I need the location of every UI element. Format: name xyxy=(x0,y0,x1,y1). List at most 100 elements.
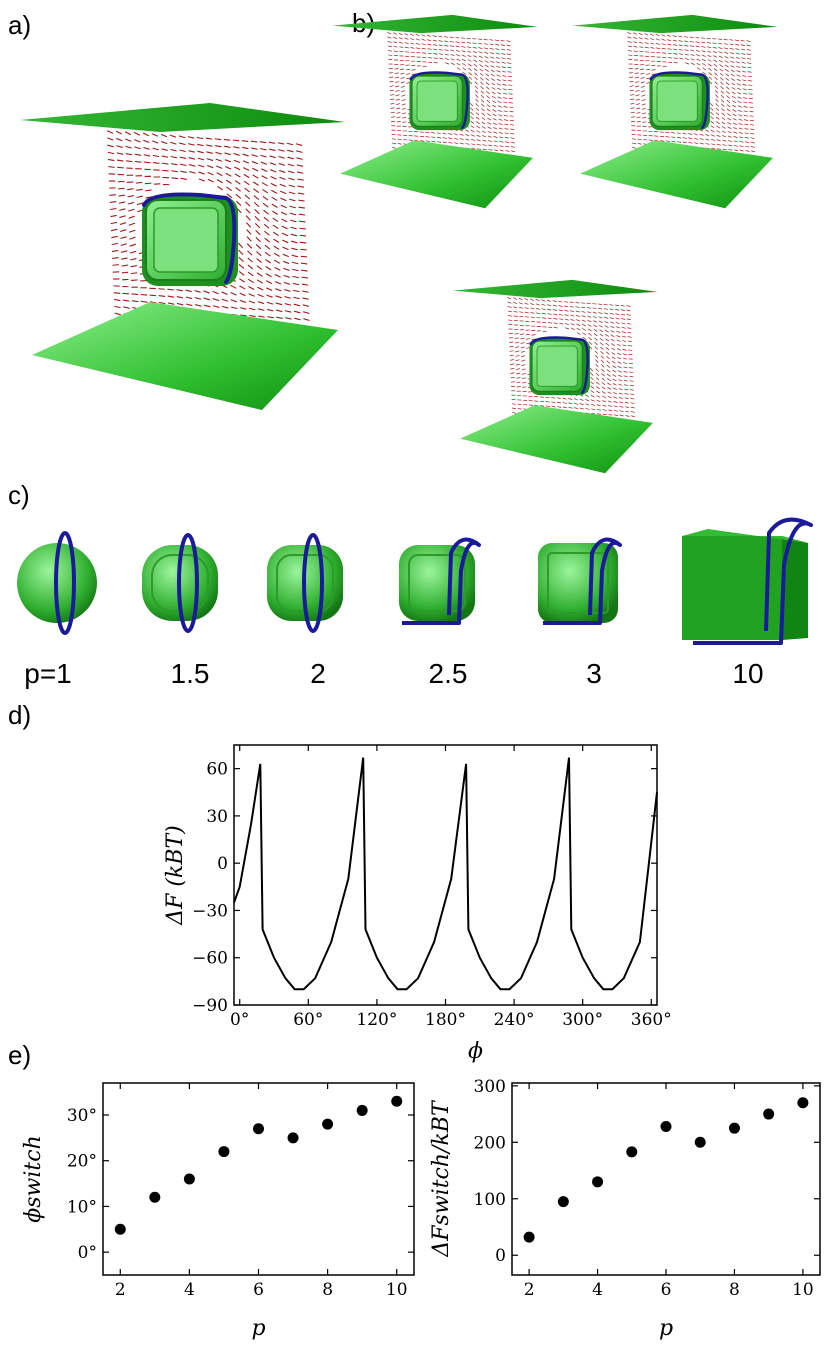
director xyxy=(494,149,499,151)
director xyxy=(130,272,138,275)
director xyxy=(476,139,481,142)
director xyxy=(592,307,597,309)
director xyxy=(731,91,736,95)
director xyxy=(590,385,595,389)
director xyxy=(489,52,494,55)
director xyxy=(223,138,231,141)
director xyxy=(476,134,481,137)
director xyxy=(112,256,119,260)
director xyxy=(598,307,603,310)
director xyxy=(290,226,297,230)
dfs-point xyxy=(592,1176,604,1188)
director xyxy=(596,408,601,411)
director xyxy=(718,42,723,45)
director xyxy=(510,137,515,139)
director xyxy=(215,158,223,162)
director xyxy=(738,127,743,130)
director xyxy=(287,170,295,174)
director xyxy=(618,392,623,395)
director xyxy=(721,117,726,121)
director xyxy=(224,152,231,156)
director xyxy=(293,310,301,314)
director xyxy=(581,306,586,309)
director xyxy=(466,42,471,44)
director xyxy=(402,112,407,115)
director xyxy=(611,343,615,347)
shape-label: 2.5 xyxy=(428,658,468,689)
director xyxy=(616,335,621,338)
director xyxy=(230,284,237,289)
director xyxy=(297,192,305,195)
director xyxy=(665,140,670,143)
director xyxy=(607,387,612,390)
director xyxy=(129,236,136,240)
director xyxy=(511,150,516,153)
director xyxy=(736,70,741,73)
phi-ytick-label: 20° xyxy=(67,1152,97,1172)
top-plate xyxy=(332,14,538,34)
director xyxy=(730,56,735,59)
director xyxy=(656,47,661,50)
director xyxy=(570,314,575,317)
director xyxy=(474,76,478,81)
director xyxy=(235,193,242,199)
director xyxy=(493,131,498,134)
director xyxy=(551,405,556,408)
director xyxy=(111,235,118,239)
director xyxy=(660,140,665,142)
director xyxy=(599,337,604,342)
director xyxy=(630,111,635,114)
director xyxy=(705,133,710,137)
director xyxy=(511,403,516,405)
director xyxy=(609,317,614,320)
director xyxy=(536,317,541,319)
scene-b3 xyxy=(452,279,658,474)
director xyxy=(470,125,475,129)
director xyxy=(659,135,665,138)
director xyxy=(421,38,426,41)
director xyxy=(247,278,255,284)
director xyxy=(661,43,666,46)
director xyxy=(142,132,150,137)
shape-label: 1.5 xyxy=(170,658,210,689)
director xyxy=(507,306,512,308)
fe-xtick-label: 60° xyxy=(293,1010,323,1030)
director xyxy=(475,112,480,116)
director xyxy=(152,154,160,158)
director xyxy=(701,46,706,48)
director xyxy=(676,136,682,139)
director xyxy=(254,209,260,215)
director xyxy=(727,113,731,116)
director xyxy=(206,151,213,154)
director xyxy=(721,121,726,125)
director xyxy=(707,46,712,49)
top-plate xyxy=(452,279,658,299)
director xyxy=(140,293,148,296)
director xyxy=(591,408,596,411)
director xyxy=(732,122,737,125)
director xyxy=(633,41,638,44)
director xyxy=(284,303,292,306)
director xyxy=(503,97,508,99)
director xyxy=(448,141,453,144)
director xyxy=(628,50,633,52)
defect-ring xyxy=(402,537,481,625)
director xyxy=(467,59,472,62)
director xyxy=(628,349,633,351)
director xyxy=(129,250,137,254)
phi-xtick-label: 6 xyxy=(253,1280,264,1300)
director xyxy=(574,407,579,410)
director xyxy=(520,350,525,353)
director xyxy=(715,112,720,116)
director xyxy=(389,85,394,87)
director xyxy=(623,362,628,364)
dfs-xtick-label: 10 xyxy=(792,1280,814,1300)
director xyxy=(230,299,238,303)
director xyxy=(287,163,295,167)
director xyxy=(541,308,546,311)
director xyxy=(243,180,250,186)
director xyxy=(722,135,727,138)
director xyxy=(395,103,401,105)
phi-point xyxy=(253,1123,264,1135)
